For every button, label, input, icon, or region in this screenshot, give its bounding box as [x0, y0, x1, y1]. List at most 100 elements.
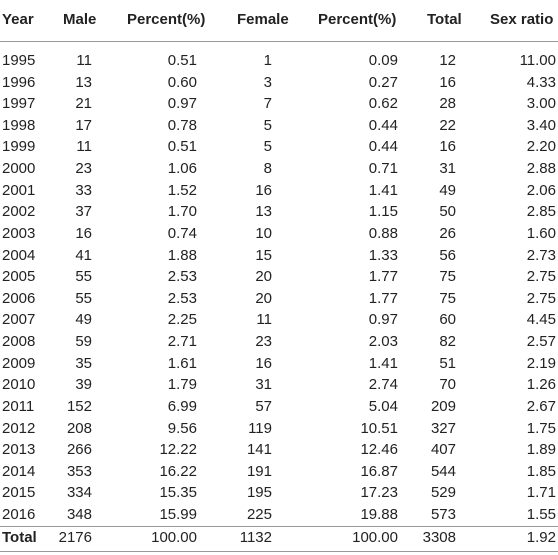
female-percent-cell: 0.44: [368, 116, 398, 134]
female-percent-cell: 0.62: [368, 95, 398, 113]
male-cell: 208: [66, 419, 92, 437]
column-header: Sex ratio: [490, 11, 554, 28]
total-female: 1132: [239, 529, 272, 546]
female-percent-cell: 1.41: [368, 354, 398, 372]
sex-ratio-cell: 1.60: [526, 224, 556, 242]
male-percent-cell: 0.97: [167, 95, 197, 113]
female-cell: 5: [263, 116, 272, 134]
total-cell: 49: [439, 181, 456, 199]
male-percent-cell: 1.06: [167, 160, 197, 178]
male-percent-cell: 12.22: [159, 441, 197, 459]
female-cell: 7: [263, 95, 272, 113]
female-percent-cell: 0.44: [368, 138, 398, 156]
male-percent-cell: 2.53: [167, 268, 197, 286]
year-cell: 2000: [2, 160, 36, 178]
total-male: 2176: [58, 529, 92, 546]
year-cell: 2001: [2, 181, 36, 199]
year-cell: 2014: [2, 462, 36, 480]
female-percent-cell: 17.23: [360, 484, 398, 502]
total-cell: 26: [439, 224, 456, 242]
male-percent-cell: 15.99: [159, 506, 197, 524]
year-cell: 1999: [2, 138, 36, 156]
total-cell: 51: [439, 354, 456, 372]
sex-ratio-cell: 2.06: [526, 181, 556, 199]
female-cell: 3: [263, 73, 272, 91]
column-header: Percent(%): [127, 11, 206, 28]
female-cell: 20: [255, 268, 272, 286]
male-cell: 334: [66, 484, 92, 502]
total-cell: 75: [439, 268, 456, 286]
male-percent-cell: 6.99: [167, 397, 197, 415]
year-cell: 2015: [2, 484, 36, 502]
total-cell: 82: [439, 333, 456, 351]
sex-ratio-cell: 1.89: [526, 441, 556, 459]
female-cell: 15: [255, 246, 272, 264]
male-percent-cell: 0.51: [167, 138, 197, 156]
male-cell: 152: [66, 397, 92, 415]
male-percent-cell: 2.53: [167, 289, 197, 307]
total-year: Total: [2, 529, 37, 546]
male-percent-cell: 1.88: [167, 246, 197, 264]
female-percent-cell: 19.88: [360, 506, 398, 524]
total-cell: 31: [439, 160, 456, 178]
female-percent-cell: 1.77: [368, 289, 398, 307]
year-cell: 2006: [2, 289, 36, 307]
female-cell: 191: [246, 462, 272, 480]
total-cell: 60: [439, 311, 456, 329]
year-cell: 1995: [2, 52, 36, 69]
sex-ratio-cell: 4.45: [526, 311, 556, 329]
total-cell: 50: [439, 203, 456, 221]
male-cell: 11: [76, 52, 92, 69]
sex-ratio-cell: 4.33: [526, 73, 556, 91]
total-cell: 56: [439, 246, 456, 264]
year-cell: 2003: [2, 224, 36, 242]
header-rule: [0, 41, 558, 42]
male-percent-cell: 1.52: [167, 181, 197, 199]
column-header: Total: [427, 11, 462, 28]
female-percent-cell: 10.51: [360, 419, 398, 437]
year-cell: 2009: [2, 354, 36, 372]
sex-ratio-cell: 2.19: [526, 354, 556, 372]
total-cell: 544: [430, 462, 456, 480]
male-cell: 55: [75, 289, 92, 307]
year-cell: 2008: [2, 333, 36, 351]
female-cell: 11: [256, 311, 272, 329]
female-percent-cell: 5.04: [368, 397, 398, 415]
total-cell: 12: [439, 52, 456, 69]
sex-ratio-cell: 2.88: [526, 160, 556, 178]
female-cell: 8: [263, 160, 272, 178]
year-cell: 2010: [2, 376, 36, 394]
sex-ratio-cell: 2.57: [526, 333, 556, 351]
sex-ratio-cell: 1.85: [526, 462, 556, 480]
year-cell: 2011: [2, 397, 35, 415]
sex-ratio-cell: 3.40: [526, 116, 556, 134]
sex-ratio-cell: 2.85: [526, 203, 556, 221]
female-cell: 1: [263, 52, 272, 69]
year-cell: 2016: [2, 506, 36, 524]
male-cell: 59: [75, 333, 92, 351]
male-percent-cell: 0.51: [167, 52, 197, 69]
male-percent-cell: 2.71: [167, 333, 197, 351]
female-percent-cell: 0.88: [368, 224, 398, 242]
male-cell: 33: [75, 181, 92, 199]
male-cell: 37: [75, 203, 92, 221]
year-cell: 2013: [2, 441, 36, 459]
female-cell: 16: [255, 354, 272, 372]
total-cell: 573: [430, 506, 456, 524]
total-cell: 16: [439, 73, 456, 91]
female-cell: 195: [246, 484, 272, 502]
male-cell: 348: [66, 506, 92, 524]
male-cell: 41: [75, 246, 92, 264]
sex-ratio-cell: 2.73: [526, 246, 556, 264]
year-cell: 2007: [2, 311, 36, 329]
female-percent-cell: 1.77: [368, 268, 398, 286]
total-female-percent: 100.00: [352, 529, 398, 546]
male-cell: 23: [75, 160, 92, 178]
year-cell: 2005: [2, 268, 36, 286]
total-cell: 75: [439, 289, 456, 307]
male-cell: 49: [75, 311, 92, 329]
male-percent-cell: 0.60: [167, 73, 197, 91]
sex-ratio-cell: 2.67: [526, 397, 556, 415]
female-cell: 5: [263, 138, 272, 156]
